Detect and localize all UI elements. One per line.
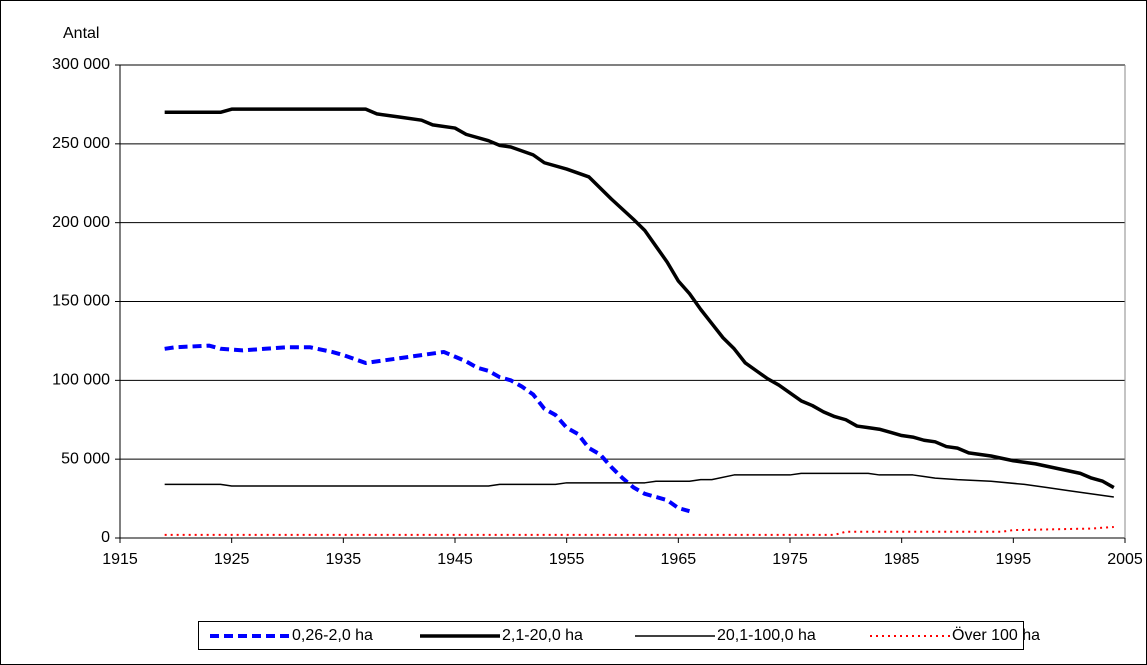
series-line [164,107,1115,490]
x-tick-label: 1965 [661,551,697,568]
legend-box [198,621,1024,650]
legend-label: 2,1-20,0 ha [502,627,583,644]
y-tick-label: 200 000 [52,214,110,231]
legend-label: 20,1-100,0 ha [717,627,816,644]
legend-label: Över 100 ha [952,626,1040,644]
x-tick-label: 1915 [102,551,138,568]
x-tick-label: 1925 [214,551,250,568]
y-axis-label: Antal [63,25,99,42]
y-tick-label: 0 [101,529,110,546]
legend-label: 0,26-2,0 ha [292,627,373,644]
x-tick-label: 1945 [437,551,473,568]
x-tick-label: 1985 [884,551,920,568]
x-tick-label: 1955 [549,551,585,568]
series-line [164,472,1114,498]
y-tick-label: 300 000 [52,56,110,73]
y-tick-label: 150 000 [52,293,110,310]
x-tick-label: 1975 [772,551,808,568]
series-line [164,343,691,514]
x-tick-label: 1995 [996,551,1032,568]
y-tick-label: 250 000 [52,135,110,152]
x-tick-label: 1935 [326,551,362,568]
y-tick-label: 50 000 [61,450,110,467]
y-tick-label: 100 000 [52,372,110,389]
x-tick-label: 2005 [1107,551,1143,568]
